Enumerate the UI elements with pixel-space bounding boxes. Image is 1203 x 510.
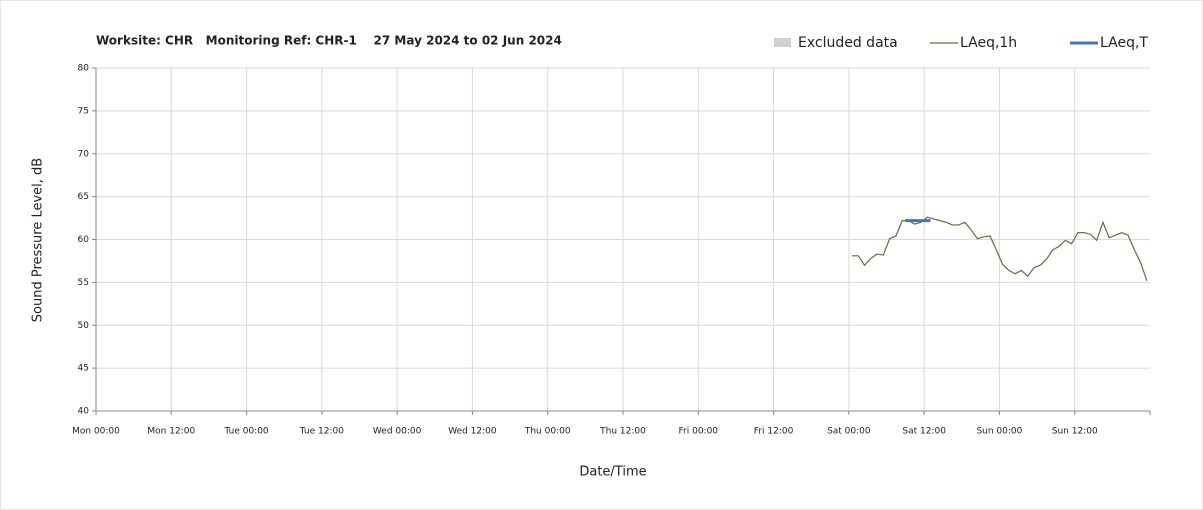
y-tick-label: 70 bbox=[78, 149, 90, 159]
y-tick-label: 45 bbox=[78, 364, 89, 374]
x-tick-label: Mon 00:00 bbox=[72, 427, 120, 437]
x-tick-label: Sat 00:00 bbox=[827, 427, 871, 437]
x-tick-label: Sat 12:00 bbox=[902, 427, 946, 437]
x-tick-label: Thu 12:00 bbox=[599, 427, 646, 437]
x-tick-label: Tue 12:00 bbox=[299, 427, 344, 437]
x-tick-label: Tue 00:00 bbox=[223, 427, 268, 437]
x-tick-label: Fri 12:00 bbox=[754, 427, 794, 437]
legend-swatch bbox=[774, 38, 791, 47]
legend-label: Excluded data bbox=[798, 35, 898, 51]
y-tick-label: 65 bbox=[78, 192, 89, 202]
chart-title: Worksite: CHR Monitoring Ref: CHR-1 27 M… bbox=[96, 34, 562, 48]
x-tick-label: Thu 00:00 bbox=[524, 427, 571, 437]
x-tick-label: Wed 00:00 bbox=[373, 427, 422, 437]
x-axis-label: Date/Time bbox=[579, 465, 646, 480]
x-tick-label: Sun 12:00 bbox=[1052, 427, 1098, 437]
x-tick-label: Wed 12:00 bbox=[448, 427, 497, 437]
legend-label: LAeq,T bbox=[1100, 35, 1148, 51]
y-tick-label: 75 bbox=[78, 106, 89, 116]
y-tick-label: 80 bbox=[78, 64, 90, 74]
y-tick-label: 50 bbox=[78, 321, 90, 331]
legend-label: LAeq,1h bbox=[960, 35, 1017, 51]
y-tick-label: 55 bbox=[78, 278, 89, 288]
y-axis-label: Sound Pressure Level, dB bbox=[31, 158, 46, 322]
y-tick-label: 60 bbox=[78, 235, 90, 245]
x-tick-label: Sun 00:00 bbox=[976, 427, 1022, 437]
x-tick-label: Mon 12:00 bbox=[147, 427, 195, 437]
y-tick-label: 40 bbox=[78, 407, 90, 417]
data-line bbox=[851, 216, 1148, 281]
x-tick-label: Fri 00:00 bbox=[679, 427, 719, 437]
